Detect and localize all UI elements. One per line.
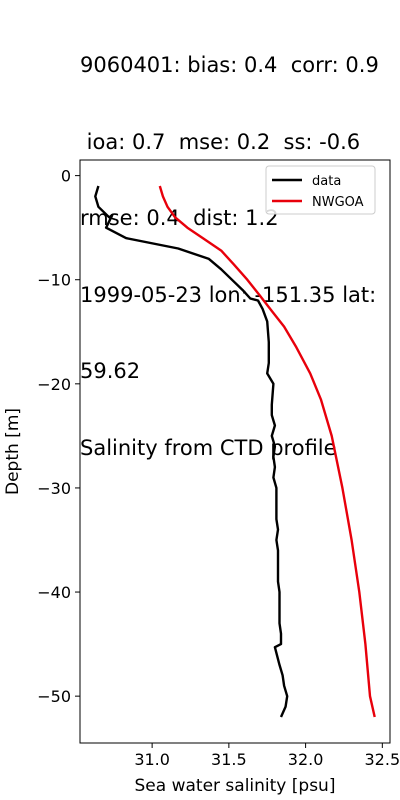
- x-tick-label: 31.5: [211, 750, 247, 769]
- chart-title: 9060401: bias: 0.4 corr: 0.9 ioa: 0.7 ms…: [80, 2, 400, 487]
- y-axis-label: Depth [m]: [3, 408, 23, 495]
- y-tick-label: 0: [61, 167, 71, 186]
- x-tick-label: 32.0: [288, 750, 324, 769]
- title-line-3: rmse: 0.4 dist: 1.2: [80, 206, 279, 230]
- legend: data NWGOA: [265, 165, 376, 215]
- x-tick-label: 31.0: [134, 750, 170, 769]
- y-axis: 0 −10 −20 −30 −40 −50: [37, 167, 80, 706]
- y-tick-label: −40: [37, 583, 71, 602]
- title-line-4: 1999-05-23 lon: -151.35 lat:: [80, 282, 377, 307]
- series-line-data: [94, 185, 289, 718]
- x-tick-label: 32.5: [365, 750, 400, 769]
- plot-frame: [79, 159, 391, 744]
- title-line-2: ioa: 0.7 mse: 0.2 ss: -0.6: [80, 129, 361, 154]
- x-axis-label: Sea water salinity [psu]: [135, 776, 336, 796]
- series-layer: [94, 185, 376, 718]
- title-line-6: Salinity from CTD profile: [80, 435, 337, 460]
- y-tick-label: −30: [37, 479, 71, 498]
- y-tick-label: −50: [37, 687, 71, 706]
- title-line-5: 59.62: [80, 359, 141, 383]
- title-line-1: 9060401: bias: 0.4 corr: 0.9: [80, 53, 379, 77]
- legend-label-nwgoa: NWGOA: [312, 195, 364, 210]
- series-line-nwgoa: [158, 185, 376, 718]
- legend-label-data: data: [312, 174, 341, 189]
- y-tick-label: −10: [37, 271, 71, 290]
- y-tick-label: −20: [37, 375, 71, 394]
- x-axis: 31.0 31.5 32.0 32.5: [134, 743, 400, 769]
